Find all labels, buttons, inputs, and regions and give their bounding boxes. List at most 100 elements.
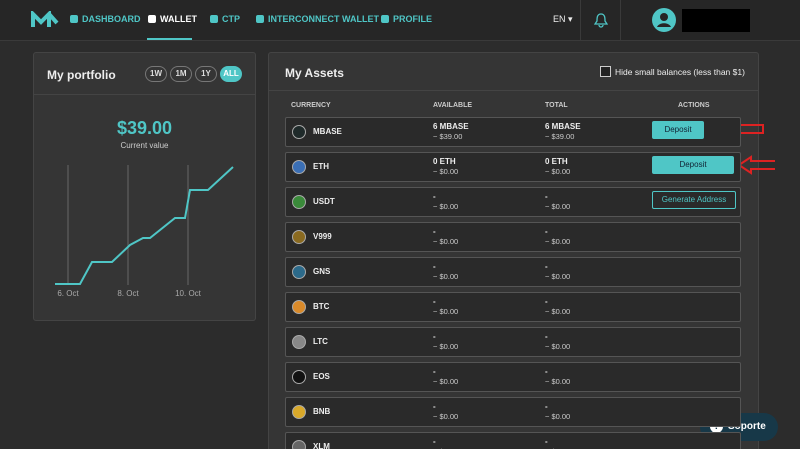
active-underline: [147, 38, 192, 40]
coin-icon: [292, 195, 306, 209]
column-header: AVAILABLE: [433, 102, 473, 109]
available: 6 MBASE: [433, 122, 469, 131]
action-button[interactable]: Deposit: [652, 121, 704, 139]
available-usd: ~ $0.00: [433, 342, 459, 351]
available-usd: ~ $0.00: [433, 447, 458, 449]
total: -: [545, 437, 548, 446]
coin-name: MBASE: [313, 127, 342, 136]
coin-icon: [292, 300, 306, 314]
total-usd: ~ $0.00: [545, 237, 571, 246]
total: -: [545, 367, 548, 376]
coin-name: GNS: [313, 267, 331, 276]
logo[interactable]: [31, 11, 59, 29]
hide-label: Hide small balances (less than $1): [615, 67, 745, 77]
available: -: [433, 402, 436, 411]
nav-item[interactable]: WALLET: [160, 14, 197, 24]
total: -: [545, 402, 548, 411]
divider: [268, 90, 759, 91]
coin-name: ETH: [313, 162, 329, 171]
asset-row: [285, 257, 741, 287]
asset-row: [285, 362, 741, 392]
range-button[interactable]: 1M: [170, 66, 192, 82]
support-label: Soporte: [728, 421, 766, 432]
available: -: [433, 192, 436, 201]
total: -: [545, 297, 548, 306]
action-button[interactable]: Deposit: [652, 156, 734, 174]
nav-icon: [256, 15, 264, 23]
portfolio-title: My portfolio: [47, 68, 116, 82]
nav-item[interactable]: PROFILE: [393, 14, 433, 24]
available: -: [433, 297, 436, 306]
language-label: EN: [553, 14, 566, 24]
total: -: [545, 227, 548, 236]
coin-icon: [292, 265, 306, 279]
bell-icon[interactable]: [594, 12, 608, 28]
portfolio-value: $39.00: [116, 118, 173, 138]
available: -: [433, 332, 436, 341]
total-usd: ~ $0.00: [545, 447, 570, 449]
available: -: [433, 367, 436, 376]
available-usd: ~ $0.00: [433, 307, 459, 316]
total-usd: ~ $0.00: [545, 307, 571, 316]
asset-row: [285, 222, 741, 252]
coin-name: V999: [313, 232, 332, 241]
range-button[interactable]: 1W: [145, 66, 167, 82]
available-usd: ~ $0.00: [433, 272, 459, 281]
available: 0 ETH: [433, 157, 456, 166]
coin-icon: [292, 160, 306, 174]
column-header: ACTIONS: [678, 102, 710, 109]
coin-icon: [292, 370, 306, 384]
column-header: CURRENCY: [291, 102, 331, 109]
total: 0 ETH: [545, 157, 568, 166]
coin-name: LTC: [313, 337, 328, 346]
action-button[interactable]: Generate Address: [652, 191, 736, 209]
checkbox[interactable]: [600, 66, 611, 77]
total: -: [545, 262, 548, 271]
portfolio-panel: [33, 52, 256, 321]
language[interactable]: EN ▾: [553, 14, 573, 24]
total-usd: ~ $0.00: [545, 377, 571, 386]
value-label: Current value: [120, 141, 169, 150]
coin-icon: [292, 405, 306, 419]
available-usd: ~ $0.00: [433, 377, 459, 386]
coin-name: BTC: [313, 302, 330, 311]
x-label: 10. Oct: [175, 289, 201, 298]
total-usd: ~ $0.00: [545, 272, 571, 281]
total-usd: ~ $0.00: [545, 167, 571, 176]
available-usd: ~ $0.00: [433, 202, 459, 211]
available: -: [433, 227, 436, 236]
asset-row: [285, 432, 741, 449]
available: -: [433, 262, 436, 271]
nav-item[interactable]: INTERCONNECT WALLET: [268, 14, 379, 24]
divider: [33, 94, 256, 95]
available-usd: ~ $0.00: [433, 167, 459, 176]
asset-row: [285, 397, 741, 427]
asset-row: [285, 327, 741, 357]
nav-icon: [148, 15, 156, 23]
range-button[interactable]: ALL: [220, 66, 242, 82]
x-label: 8. Oct: [117, 289, 139, 298]
x-label: 6. Oct: [57, 289, 79, 298]
nav-icon: [210, 15, 218, 23]
redacted-name: [682, 9, 750, 32]
nav-item[interactable]: CTP: [222, 14, 240, 24]
divider: [620, 0, 621, 40]
portfolio-chart: [55, 165, 234, 285]
total-usd: ~ $0.00: [545, 412, 571, 421]
coin-name: EOS: [313, 372, 330, 381]
total: 6 MBASE: [545, 122, 581, 131]
total-usd: ~ $0.00: [545, 342, 571, 351]
nav-bar: EN ▾: [0, 0, 800, 41]
avatar[interactable]: [652, 8, 676, 32]
range-button[interactable]: 1Y: [195, 66, 217, 82]
nav-item[interactable]: DASHBOARD: [82, 14, 141, 24]
total: -: [545, 332, 548, 341]
assets-title: My Assets: [285, 66, 344, 80]
nav-icon: [381, 15, 389, 23]
coin-name: USDT: [313, 197, 335, 206]
coin-icon: [292, 440, 306, 449]
available: -: [433, 437, 436, 446]
available-usd: ~ $0.00: [433, 412, 459, 421]
coin-name: BNB: [313, 407, 331, 416]
